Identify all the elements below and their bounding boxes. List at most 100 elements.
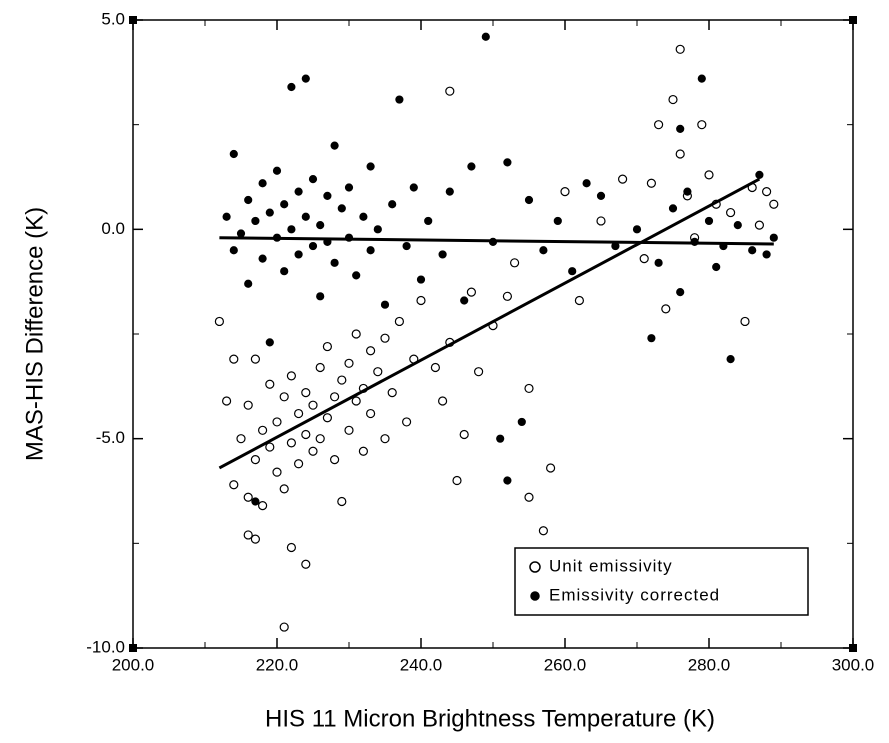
data-point [265, 379, 275, 389]
data-point [250, 455, 260, 465]
data-point [509, 258, 520, 268]
data-point [280, 267, 289, 276]
data-point [236, 229, 246, 238]
data-point [308, 446, 318, 456]
data-point [596, 191, 606, 200]
data-point [438, 396, 448, 406]
data-point [243, 530, 253, 540]
data-point [352, 271, 361, 280]
data-point [402, 241, 411, 251]
data-point [402, 417, 412, 427]
y-tick-label: 0.0 [101, 219, 125, 238]
data-point [517, 417, 526, 427]
data-point [769, 233, 778, 242]
data-point [301, 74, 310, 83]
data-point [697, 74, 706, 83]
data-point [460, 296, 469, 305]
data-point [337, 375, 347, 385]
data-point [675, 149, 685, 159]
data-point [560, 187, 570, 197]
data-point [316, 221, 325, 230]
data-point [222, 212, 231, 221]
data-point [545, 463, 556, 473]
data-point [308, 400, 318, 410]
fit-line [218, 177, 761, 470]
data-point [733, 221, 742, 230]
data-point [395, 95, 404, 104]
data-point [452, 475, 462, 486]
data-point [380, 434, 390, 444]
y-tick-label: -5.0 [96, 428, 125, 447]
data-point [683, 187, 692, 196]
data-point [568, 267, 577, 276]
y-axis-title: MAS-HIS Difference (K) [21, 207, 48, 461]
data-point [229, 354, 239, 364]
data-point [438, 250, 447, 259]
data-point [258, 179, 267, 188]
data-point [258, 425, 268, 435]
data-point [323, 191, 332, 200]
data-point [279, 484, 289, 494]
data-point [265, 208, 274, 217]
data-point [668, 94, 678, 105]
data-point [646, 178, 657, 188]
x-tick-label: 200.0 [112, 655, 155, 674]
data-point [301, 429, 311, 440]
fit-line [219, 236, 774, 246]
data-point [351, 396, 361, 406]
data-point [229, 480, 239, 490]
x-tick-label: 280.0 [688, 655, 731, 674]
data-point [387, 388, 397, 398]
data-point [697, 120, 707, 130]
legend-label: Emissivity corrected [549, 585, 720, 604]
data-point [668, 204, 678, 213]
data-point [654, 258, 663, 267]
data-point [251, 216, 260, 226]
data-point [481, 32, 490, 41]
data-point [251, 497, 260, 506]
legend-label: Unit emissivity [549, 556, 673, 575]
data-point [250, 534, 260, 544]
data-point [344, 425, 354, 435]
y-tick-label: -10.0 [86, 637, 125, 656]
data-point [582, 179, 591, 188]
data-point [416, 275, 426, 284]
data-point [445, 187, 454, 196]
data-point [726, 355, 735, 364]
data-point [294, 250, 303, 259]
data-point [344, 358, 354, 368]
data-point [351, 329, 361, 339]
data-point [653, 120, 664, 130]
y-tick-label: 5.0 [101, 9, 125, 28]
x-axis-title: HIS 11 Micron Brightness Temperature (K) [265, 705, 715, 732]
data-point [244, 279, 253, 288]
data-point [761, 187, 772, 197]
data-point [712, 262, 721, 272]
legend-box [514, 547, 809, 616]
data-point [229, 246, 238, 255]
data-point [330, 258, 339, 267]
data-point [272, 417, 282, 427]
data-point [524, 383, 534, 394]
data-point [409, 183, 418, 192]
data-point [769, 199, 779, 209]
x-tick-label: 220.0 [256, 655, 299, 674]
data-point [316, 292, 325, 301]
data-point [265, 338, 274, 347]
legend-marker [529, 561, 541, 573]
data-point [330, 141, 339, 150]
data-point [315, 362, 325, 373]
data-point [661, 304, 671, 314]
data-point [373, 225, 382, 234]
data-point [524, 195, 534, 205]
data-point [337, 496, 347, 507]
data-point [286, 542, 296, 553]
data-point [748, 246, 757, 255]
data-point [373, 367, 383, 377]
data-point [755, 170, 764, 180]
data-point [574, 295, 585, 306]
data-point [243, 492, 253, 502]
data-point [639, 254, 649, 264]
data-point [272, 166, 282, 175]
